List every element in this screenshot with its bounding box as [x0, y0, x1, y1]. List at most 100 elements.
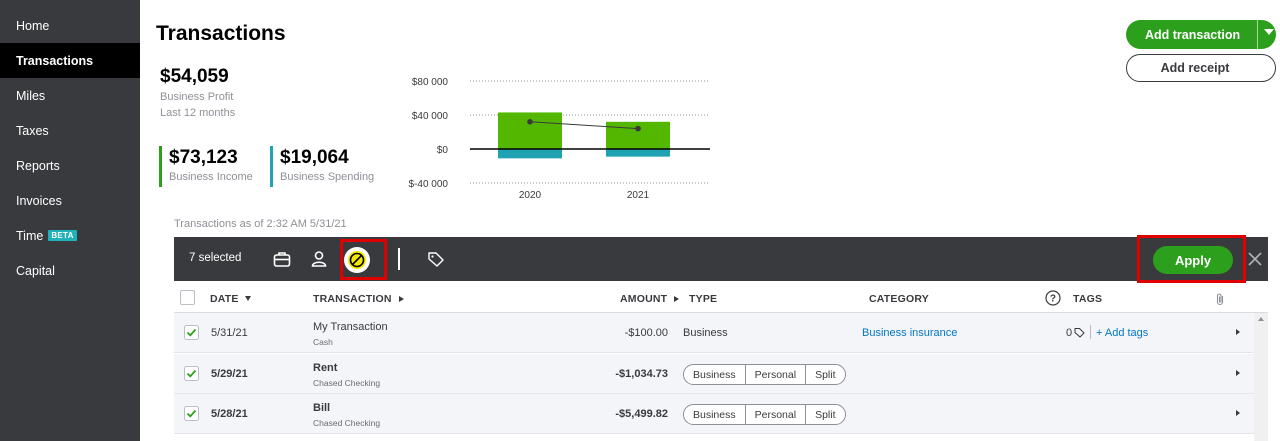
type-option-business[interactable]: Business	[684, 405, 746, 424]
profit-chart: $80 000 $40 000 $0 $-40 000 2020 2021	[409, 77, 710, 201]
row-date: 5/31/21	[211, 327, 248, 339]
row-checkbox[interactable]	[184, 325, 199, 340]
svg-text:?: ?	[1050, 294, 1056, 305]
table-row[interactable]: 5/29/21 Rent Chased Checking -$1,034.73 …	[174, 354, 1254, 394]
exclude-icon[interactable]	[343, 246, 371, 274]
row-date: 5/28/21	[211, 408, 248, 420]
button-divider	[1257, 20, 1258, 49]
table-row[interactable]: 5/31/21 My Transaction Cash -$100.00 Bus…	[174, 313, 1254, 353]
add-receipt-label: Add receipt	[1160, 61, 1230, 75]
sort-right-icon	[674, 296, 680, 302]
sidebar-item-label: Transactions	[16, 53, 94, 68]
sidebar-item-time[interactable]: Time BETA	[0, 218, 140, 253]
income-value: $73,123	[169, 147, 238, 168]
select-all-checkbox[interactable]	[180, 290, 195, 305]
column-header-transaction[interactable]: TRANSACTION	[313, 293, 404, 305]
sidebar-item-invoices[interactable]: Invoices	[0, 183, 140, 218]
row-account: Chased Checking	[313, 418, 381, 428]
bulk-action-toolbar: 7 selected Apply	[174, 235, 1268, 283]
income-label: Business Income	[169, 171, 253, 183]
highlight-box-apply	[1137, 235, 1246, 283]
income-metric: $73,123 Business Income	[159, 146, 253, 187]
y-tick-label: $0	[437, 145, 449, 156]
row-expand-chevron-icon[interactable]	[1236, 370, 1240, 376]
row-transaction-name: Rent	[313, 362, 338, 374]
x-tick-label: 2020	[519, 190, 542, 201]
row-checkbox[interactable]	[184, 406, 199, 421]
column-header-label: DATE	[210, 293, 239, 305]
tag-icon[interactable]	[426, 249, 446, 269]
table-row[interactable]: 5/28/21 Bill Chased Checking -$5,499.82 …	[174, 394, 1254, 434]
column-header-amount[interactable]: AMOUNT	[620, 293, 680, 305]
column-header-tags: TAGS	[1073, 293, 1103, 305]
profit-period: Last 12 months	[160, 107, 236, 119]
sidebar-item-reports[interactable]: Reports	[0, 148, 140, 183]
row-account: Cash	[313, 337, 333, 347]
add-transaction-label: Add transaction	[1145, 27, 1241, 42]
row-expand-chevron-icon[interactable]	[1236, 329, 1240, 335]
type-segmented-control: Business Personal Split	[683, 364, 846, 385]
spending-bar	[606, 149, 670, 157]
apply-button[interactable]: Apply	[1153, 246, 1233, 274]
row-amount: -$1,034.73	[615, 368, 668, 380]
type-segmented-control: Business Personal Split	[683, 404, 846, 425]
column-header-category: CATEGORY	[869, 293, 929, 305]
type-option-split[interactable]: Split	[815, 408, 836, 421]
profit-value: $54,059	[160, 66, 229, 87]
scroll-up-arrow-icon[interactable]	[1258, 317, 1264, 321]
sidebar-item-taxes[interactable]: Taxes	[0, 113, 140, 148]
row-transaction-name: Bill	[313, 402, 331, 414]
row-type: Business	[683, 327, 728, 339]
sidebar-item-label: Reports	[16, 158, 60, 173]
add-tags-link[interactable]: + Add tags	[1096, 327, 1149, 339]
table-scrollbar[interactable]	[1254, 313, 1268, 441]
y-tick-label: $40 000	[412, 111, 449, 122]
person-icon[interactable]	[309, 249, 329, 269]
row-tags-count: 0	[1066, 327, 1073, 339]
type-option-split[interactable]: Split	[815, 368, 836, 381]
tags-divider	[1090, 325, 1091, 339]
table-header: DATE TRANSACTION AMOUNT TYPE CATEGORY ? …	[174, 285, 1268, 313]
sidebar-item-label: Time	[16, 228, 44, 243]
type-option-personal[interactable]: Personal	[746, 405, 807, 424]
sort-right-icon	[398, 296, 404, 302]
add-transaction-button[interactable]: Add transaction	[1126, 20, 1276, 49]
beta-badge: BETA	[48, 230, 77, 241]
row-amount: -$5,499.82	[615, 408, 668, 420]
close-icon[interactable]	[1246, 250, 1264, 268]
type-option-personal[interactable]: Personal	[746, 365, 807, 384]
y-tick-label: $80 000	[412, 77, 449, 88]
column-header-date[interactable]: DATE	[210, 293, 251, 305]
add-receipt-button[interactable]: Add receipt	[1126, 54, 1276, 82]
row-transaction-name: My Transaction	[313, 321, 388, 333]
sidebar-item-transactions[interactable]: Transactions	[0, 43, 140, 78]
sidebar-item-label: Home	[16, 18, 50, 33]
column-header-type: TYPE	[689, 293, 718, 305]
sidebar-item-home[interactable]: Home	[0, 8, 140, 43]
spending-label: Business Spending	[280, 171, 375, 183]
row-expand-chevron-icon[interactable]	[1236, 410, 1240, 416]
row-checkbox[interactable]	[184, 366, 199, 381]
sidebar-item-label: Taxes	[16, 123, 49, 138]
row-category-link[interactable]: Business insurance	[862, 327, 958, 339]
y-tick-label: $-40 000	[409, 179, 449, 190]
as-of-timestamp: Transactions as of 2:32 AM 5/31/21	[174, 218, 347, 230]
profit-point	[635, 125, 641, 132]
briefcase-icon[interactable]	[272, 249, 292, 269]
profit-label: Business Profit	[160, 91, 234, 103]
chevron-down-icon[interactable]	[1264, 29, 1274, 35]
sidebar-item-miles[interactable]: Miles	[0, 78, 140, 113]
row-amount: -$100.00	[624, 327, 668, 339]
spending-metric: $19,064 Business Spending	[270, 146, 374, 187]
toolbar-divider	[398, 248, 400, 270]
sidebar: Home Transactions Miles Taxes Reports In…	[0, 0, 140, 441]
type-option-business[interactable]: Business	[684, 365, 746, 384]
help-icon[interactable]: ?	[1045, 290, 1061, 306]
profit-point	[527, 119, 533, 125]
sidebar-item-capital[interactable]: Capital	[0, 253, 140, 288]
selected-count: 7 selected	[189, 252, 242, 264]
sidebar-item-label: Invoices	[16, 193, 62, 208]
spending-bar	[498, 149, 562, 159]
attachment-icon[interactable]	[1214, 292, 1226, 306]
income-bar	[498, 112, 562, 149]
